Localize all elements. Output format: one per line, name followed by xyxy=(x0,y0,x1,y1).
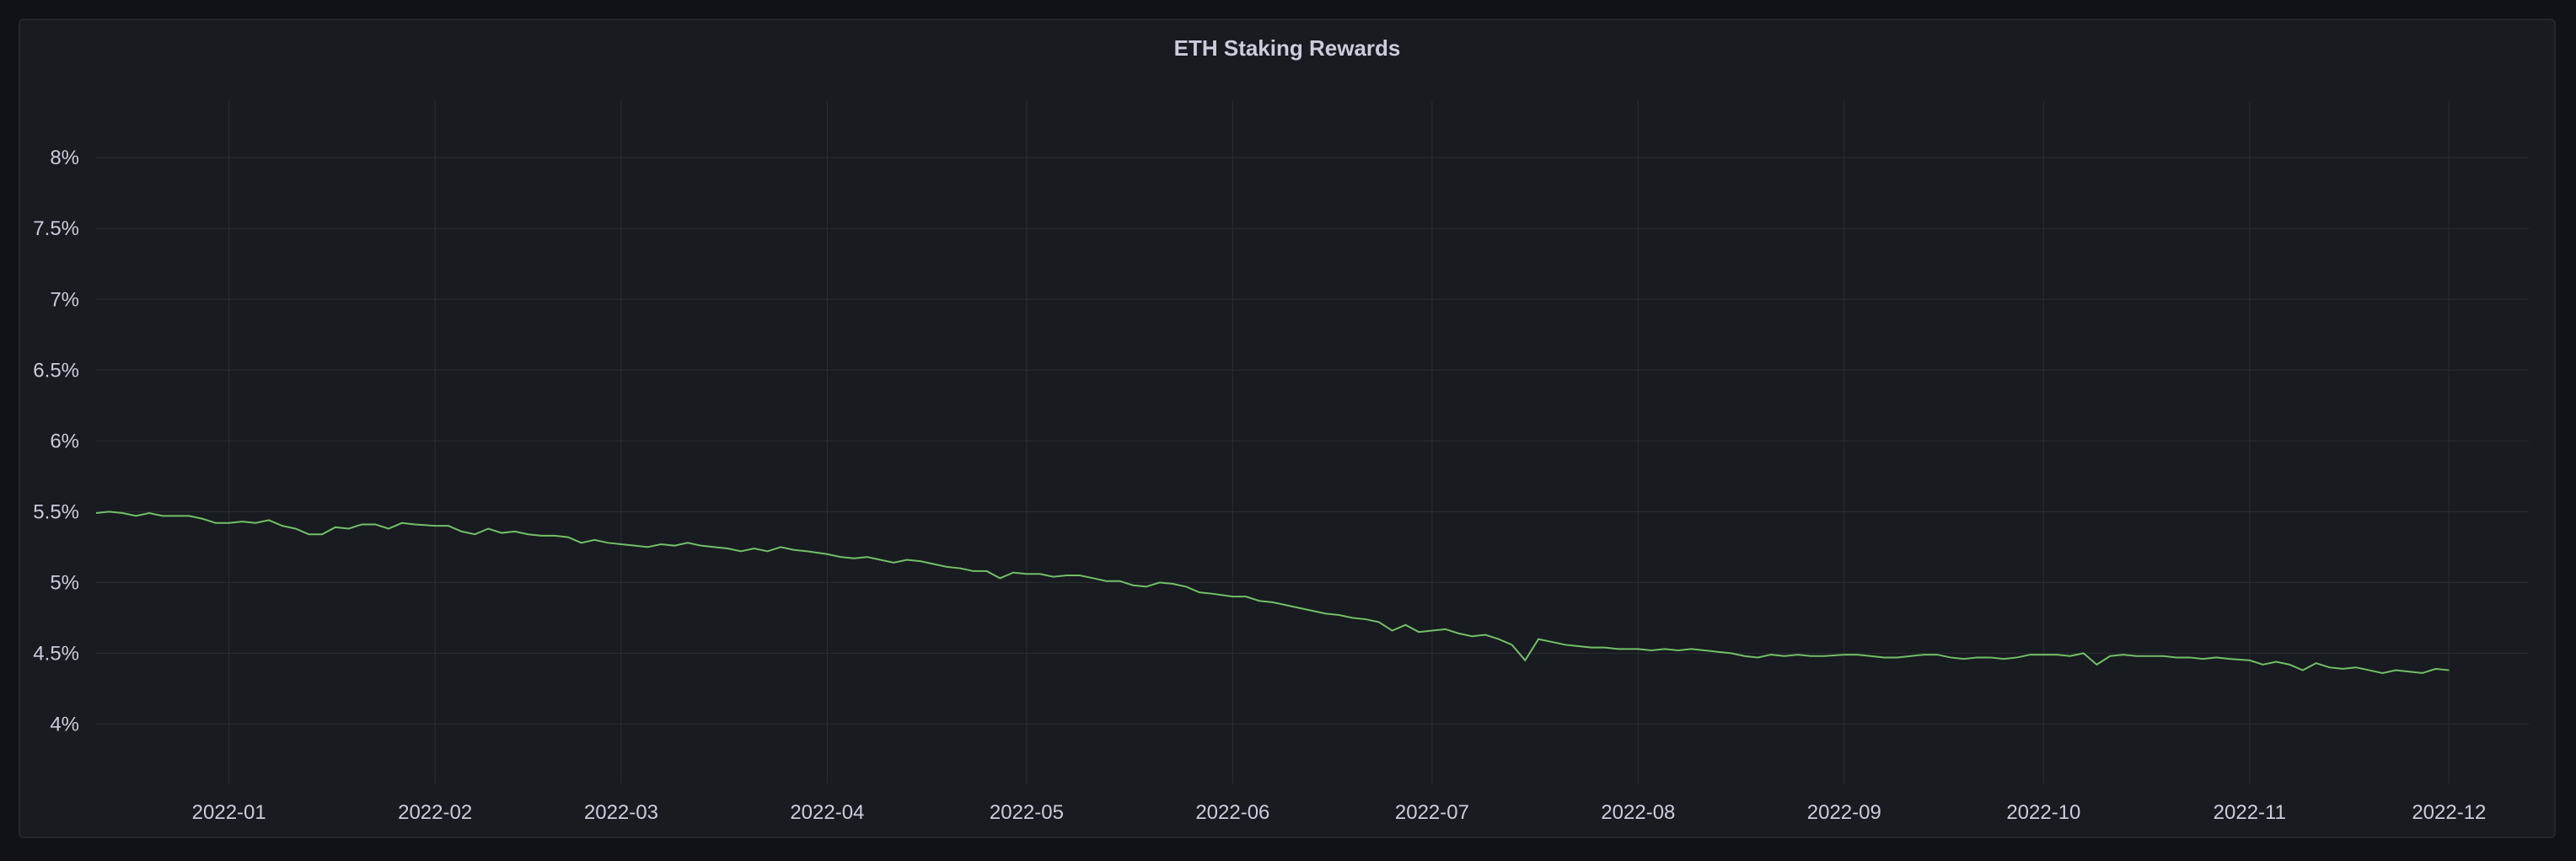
y-tick-label: 5% xyxy=(50,571,79,594)
x-grid xyxy=(228,101,2450,783)
x-tick-label: 2022-12 xyxy=(2412,801,2486,824)
chart-panel: ETH Staking Rewards xyxy=(19,19,2556,838)
y-tick-label: 7% xyxy=(50,288,79,311)
x-tick-label: 2022-04 xyxy=(790,801,864,824)
y-tick-label: 6.5% xyxy=(33,359,79,382)
y-tick-label: 6% xyxy=(50,430,79,452)
x-tick-label: 2022-10 xyxy=(2006,801,2080,824)
x-tick-label: 2022-03 xyxy=(584,801,658,824)
y-grid xyxy=(96,157,2529,725)
y-tick-label: 8% xyxy=(50,147,79,169)
x-tick-label: 2022-05 xyxy=(990,801,1064,824)
x-tick-label: 2022-01 xyxy=(192,801,266,824)
x-tick-label: 2022-06 xyxy=(1195,801,1269,824)
panel-title: ETH Staking Rewards xyxy=(1173,35,1401,61)
x-tick-label: 2022-07 xyxy=(1395,801,1469,824)
y-tick-label: 7.5% xyxy=(33,217,79,240)
x-tick-label: 2022-08 xyxy=(1601,801,1675,824)
y-tick-label: 4.5% xyxy=(33,642,79,665)
series-line xyxy=(95,511,2450,674)
y-tick-label: 5.5% xyxy=(33,500,79,523)
x-tick-label: 2022-11 xyxy=(2214,801,2286,824)
y-axis-labels: 4% 4.5% 5% 5.5% 6% 6.5% 7% 7.5% 8% xyxy=(33,147,79,735)
x-tick-label: 2022-09 xyxy=(1807,801,1881,824)
x-axis-labels: 2022-01 2022-02 2022-03 2022-04 2022-05 2022-… xyxy=(192,801,2487,824)
y-tick-label: 4% xyxy=(50,713,79,735)
x-tick-label: 2022-02 xyxy=(398,801,472,824)
